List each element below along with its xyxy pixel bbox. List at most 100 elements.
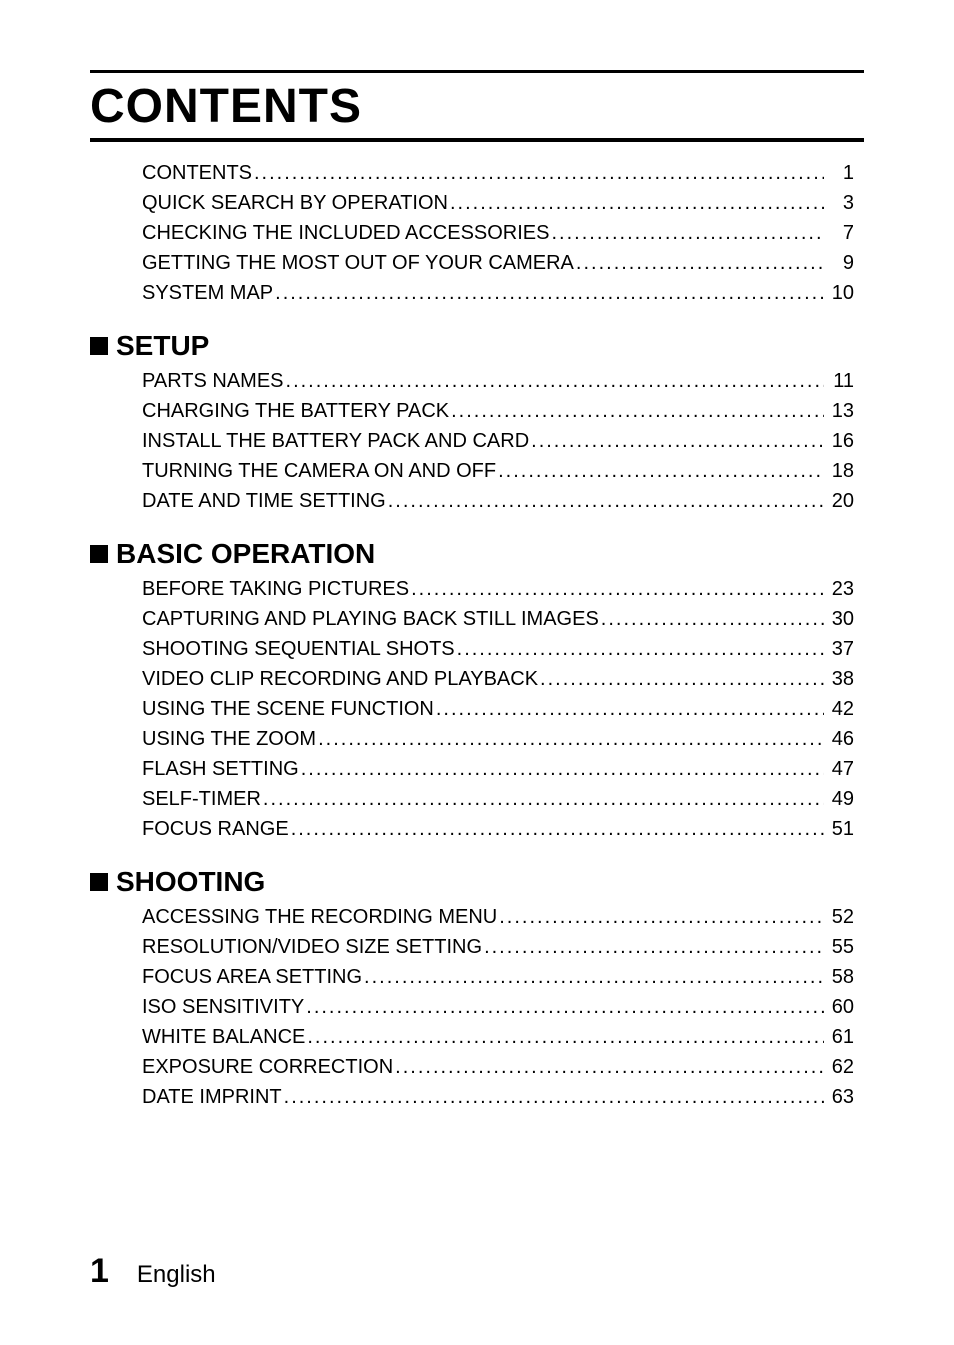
toc-dots <box>574 248 824 278</box>
toc-row: USING THE SCENE FUNCTION 42 <box>142 694 854 724</box>
toc-row: FLASH SETTING 47 <box>142 754 854 784</box>
toc-dots <box>455 634 824 664</box>
toc-row: EXPOSURE CORRECTION 62 <box>142 1052 854 1082</box>
toc-page: 60 <box>824 992 854 1022</box>
toc-dots <box>448 188 824 218</box>
toc-dots <box>299 754 824 784</box>
toc-label: DATE AND TIME SETTING <box>142 486 386 516</box>
toc-page: 16 <box>824 426 854 456</box>
title-rule-top <box>90 70 864 73</box>
toc-row: ISO SENSITIVITY 60 <box>142 992 854 1022</box>
toc-dots <box>482 932 824 962</box>
toc-row: SYSTEM MAP 10 <box>142 278 854 308</box>
toc-row: TURNING THE CAMERA ON AND OFF 18 <box>142 456 854 486</box>
toc-page: 18 <box>824 456 854 486</box>
toc-dots <box>599 604 824 634</box>
toc-label: FOCUS AREA SETTING <box>142 962 362 992</box>
toc-dots <box>496 456 824 486</box>
toc-page: 1 <box>824 158 854 188</box>
toc-row: SELF-TIMER 49 <box>142 784 854 814</box>
toc-dots <box>282 1082 824 1112</box>
toc-page: 7 <box>824 218 854 248</box>
toc-dots <box>252 158 824 188</box>
toc-page: 49 <box>824 784 854 814</box>
toc-page: 55 <box>824 932 854 962</box>
toc-label: BEFORE TAKING PICTURES <box>142 574 409 604</box>
toc-dots <box>289 814 824 844</box>
toc-dots <box>273 278 824 308</box>
toc-row: CAPTURING AND PLAYING BACK STILL IMAGES … <box>142 604 854 634</box>
toc-label: QUICK SEARCH BY OPERATION <box>142 188 448 218</box>
toc-dots <box>362 962 824 992</box>
footer: 1 English <box>90 1252 216 1291</box>
footer-page-number: 1 <box>90 1252 109 1291</box>
toc-label: SELF-TIMER <box>142 784 261 814</box>
toc-label: CHECKING THE INCLUDED ACCESSORIES <box>142 218 550 248</box>
toc-label: FLASH SETTING <box>142 754 299 784</box>
toc-page: 11 <box>824 366 854 396</box>
toc-label: VIDEO CLIP RECORDING AND PLAYBACK <box>142 664 538 694</box>
toc-dots <box>529 426 824 456</box>
toc-label: TURNING THE CAMERA ON AND OFF <box>142 456 496 486</box>
toc-row: FOCUS AREA SETTING 58 <box>142 962 854 992</box>
section-toc-block: PARTS NAMES 11CHARGING THE BATTERY PACK … <box>90 366 864 516</box>
toc-page: 30 <box>824 604 854 634</box>
toc-row: USING THE ZOOM 46 <box>142 724 854 754</box>
toc-row: FOCUS RANGE 51 <box>142 814 854 844</box>
toc-label: WHITE BALANCE <box>142 1022 305 1052</box>
toc-dots <box>409 574 824 604</box>
toc-page: 38 <box>824 664 854 694</box>
toc-page: 47 <box>824 754 854 784</box>
toc-page: 51 <box>824 814 854 844</box>
toc-page: 23 <box>824 574 854 604</box>
toc-row: DATE IMPRINT 63 <box>142 1082 854 1112</box>
toc-row: BEFORE TAKING PICTURES 23 <box>142 574 854 604</box>
toc-label: GETTING THE MOST OUT OF YOUR CAMERA <box>142 248 574 278</box>
toc-label: SYSTEM MAP <box>142 278 273 308</box>
toc-page: 42 <box>824 694 854 724</box>
toc-row: DATE AND TIME SETTING 20 <box>142 486 854 516</box>
section-toc-block: BEFORE TAKING PICTURES 23CAPTURING AND P… <box>90 574 864 844</box>
section-header-text: BASIC OPERATION <box>116 538 375 570</box>
toc-row: RESOLUTION/VIDEO SIZE SETTING 55 <box>142 932 854 962</box>
toc-dots <box>393 1052 824 1082</box>
section-header: SETUP <box>90 330 864 362</box>
toc-page: 9 <box>824 248 854 278</box>
toc-page: 10 <box>824 278 854 308</box>
section-toc-block: ACCESSING THE RECORDING MENU 52RESOLUTIO… <box>90 902 864 1112</box>
section-header-text: SHOOTING <box>116 866 265 898</box>
toc-label: CAPTURING AND PLAYING BACK STILL IMAGES <box>142 604 599 634</box>
square-bullet-icon <box>90 337 108 355</box>
toc-label: INSTALL THE BATTERY PACK AND CARD <box>142 426 529 456</box>
title-rule-bottom <box>90 138 864 142</box>
toc-dots <box>434 694 824 724</box>
intro-toc-block: CONTENTS 1QUICK SEARCH BY OPERATION 3CHE… <box>90 158 864 308</box>
toc-row: CONTENTS 1 <box>142 158 854 188</box>
square-bullet-icon <box>90 545 108 563</box>
toc-row: CHECKING THE INCLUDED ACCESSORIES 7 <box>142 218 854 248</box>
toc-dots <box>305 1022 824 1052</box>
toc-label: CHARGING THE BATTERY PACK <box>142 396 449 426</box>
toc-label: ISO SENSITIVITY <box>142 992 304 1022</box>
toc-label: CONTENTS <box>142 158 252 188</box>
toc-row: SHOOTING SEQUENTIAL SHOTS 37 <box>142 634 854 664</box>
toc-dots <box>550 218 825 248</box>
toc-dots <box>304 992 824 1022</box>
toc-page: 3 <box>824 188 854 218</box>
toc-row: GETTING THE MOST OUT OF YOUR CAMERA 9 <box>142 248 854 278</box>
toc-label: RESOLUTION/VIDEO SIZE SETTING <box>142 932 482 962</box>
toc-dots <box>497 902 824 932</box>
toc-page: 63 <box>824 1082 854 1112</box>
section-header: BASIC OPERATION <box>90 538 864 570</box>
toc-row: PARTS NAMES 11 <box>142 366 854 396</box>
toc-page: 61 <box>824 1022 854 1052</box>
toc-row: INSTALL THE BATTERY PACK AND CARD 16 <box>142 426 854 456</box>
toc-dots <box>284 366 824 396</box>
toc-label: FOCUS RANGE <box>142 814 289 844</box>
toc-label: DATE IMPRINT <box>142 1082 282 1112</box>
square-bullet-icon <box>90 873 108 891</box>
toc-dots <box>449 396 824 426</box>
footer-language: English <box>137 1261 216 1289</box>
toc-page: 62 <box>824 1052 854 1082</box>
toc-label: SHOOTING SEQUENTIAL SHOTS <box>142 634 455 664</box>
